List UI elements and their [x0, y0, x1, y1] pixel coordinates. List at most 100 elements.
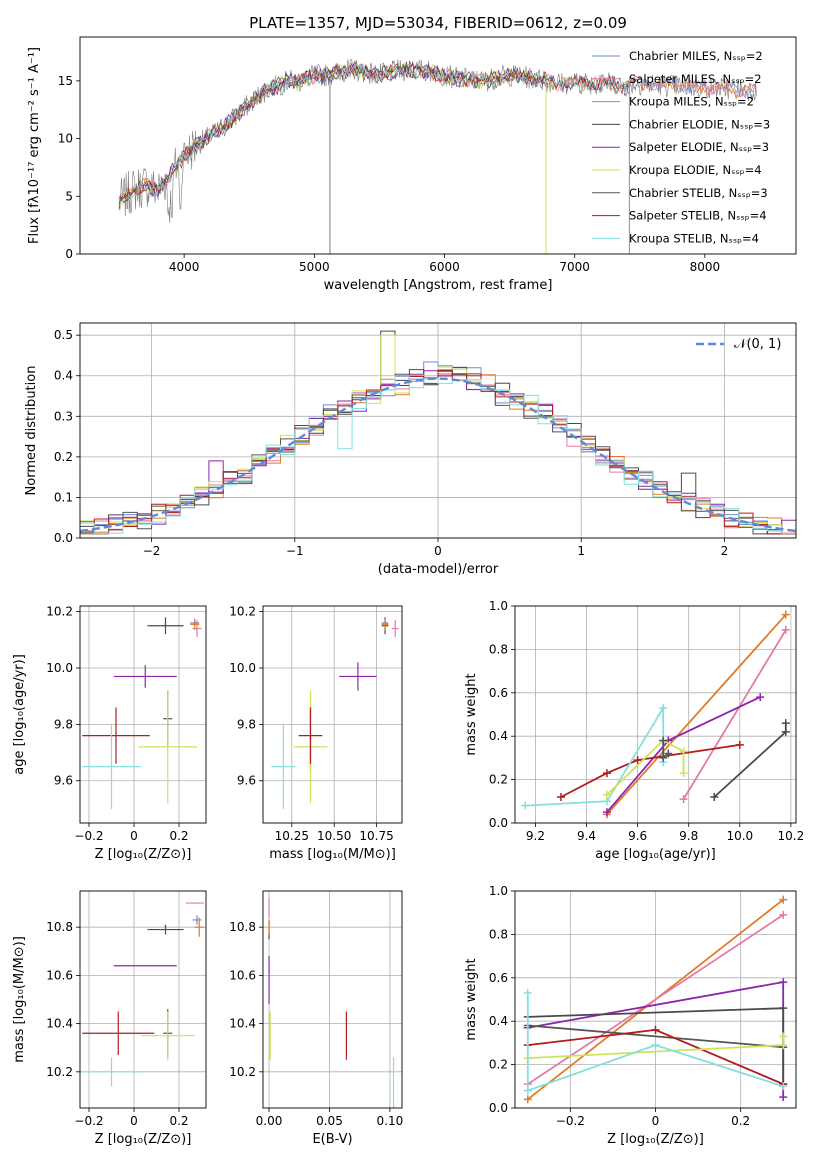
errorbar-kroupa_miles	[194, 917, 204, 937]
histogram-kroupa_stelib	[80, 375, 796, 535]
x-tick-label: −0.2	[74, 829, 103, 843]
mass-weight-marker	[779, 1082, 788, 1091]
x-tick-label: 0.2	[169, 1114, 188, 1128]
y-tick-label: 0.0	[489, 1101, 508, 1115]
mass-weight-marker	[679, 769, 688, 778]
panel-age_vs_Z: −0.2 0 0.2 9.6 9.8 10.0 10.2 Z [log₁₀(Z/Z⊙)] age…	[12, 605, 207, 862]
plot-area	[80, 330, 796, 535]
x-tick-label: 0	[130, 1114, 138, 1128]
x-tick-label: −0.2	[74, 1114, 103, 1128]
mass-weight-marker	[781, 719, 790, 728]
mass-weight-marker	[523, 1095, 532, 1104]
y-tick-label: 10.8	[46, 920, 73, 934]
plot-area	[82, 902, 204, 1087]
legend-label: Kroupa STELIB, Nₛₛₚ=4	[629, 231, 759, 245]
y-tick-label: 0.8	[489, 642, 508, 656]
errorbar-salpeter_miles	[391, 620, 399, 637]
y-tick-label: 0.6	[489, 971, 508, 985]
mass-weight-marker	[602, 808, 611, 817]
plot-area	[521, 610, 790, 819]
axes-frame	[262, 605, 403, 824]
x-axis-label: E(B-V)	[312, 1132, 352, 1147]
x-tick-label: 6000	[429, 260, 460, 274]
y-tick-label: 0.0	[489, 816, 508, 830]
errorbar-kroupa_stelib	[82, 1057, 141, 1087]
mass-weight-marker	[781, 727, 790, 736]
y-tick-label: 0.4	[489, 729, 508, 743]
panel-mass_vs_ebv: 0.00 0.05 0.10 10.2 10.4 10.6 10.8 E(B-V)	[229, 890, 404, 1147]
x-tick-label: 7000	[559, 260, 590, 274]
mass-weight-line-salpeter_miles	[682, 629, 787, 800]
mass-weight-marker	[710, 792, 719, 801]
legend-label: Chabrier STELIB, Nₛₛₚ=3	[629, 186, 768, 200]
x-axis-label: age [log₁₀(age/yr)]	[595, 847, 716, 862]
x-tick-label: −2	[143, 544, 161, 558]
errorbar-kroupa_miles	[381, 618, 389, 630]
y-tick-label: 10.0	[229, 661, 256, 675]
errorbar-kroupa_stelib	[82, 724, 141, 809]
x-tick-label: −1	[286, 544, 304, 558]
legend-label: Salpeter MILES, Nₛₛₚ=2	[629, 72, 762, 86]
mass-weight-marker	[602, 769, 611, 778]
axes-frame	[79, 605, 207, 824]
y-tick-label: 9.8	[54, 717, 73, 731]
y-tick-label: 9.6	[237, 774, 256, 788]
mass-weight-marker	[556, 792, 565, 801]
errorbar-salpeter_elodie	[113, 665, 177, 688]
y-tick-label: 10.4	[46, 1017, 73, 1031]
panel-residuals: −2 −1 0 1 2 0.0 0.1 0.2 0.3 0.4 0.5 (data-model)/er…	[24, 322, 797, 577]
legend-label: Chabrier MILES, Nₛₛₚ=2	[629, 49, 763, 63]
mass-weight-marker	[779, 1041, 788, 1050]
y-axis-label: mass [log₁₀(M/M⊙)]	[12, 936, 27, 1063]
mass-weight-marker	[521, 801, 530, 810]
mass-weight-marker	[779, 1032, 788, 1041]
y-tick-label: 10.2	[229, 605, 256, 619]
x-tick-label: 9.2	[526, 829, 545, 843]
panel-mass_weight_vs_age: 9.2 9.4 9.6 9.8 10.0 10.2 0.0 0.2 0.4 0.6 0.8 1.0 ag…	[464, 599, 804, 862]
mass-weight-line-kroupa_stelib	[525, 704, 665, 807]
x-tick-label: 0	[130, 829, 138, 843]
y-tick-label: 10.4	[229, 1017, 256, 1031]
y-tick-label: 10.2	[229, 1065, 256, 1079]
y-tick-label: 0.4	[54, 369, 73, 383]
y-axis-label: age [log₁₀(age/yr)]	[12, 654, 27, 775]
x-tick-label: 0.10	[377, 1114, 404, 1128]
x-tick-label: 10.75	[359, 829, 393, 843]
x-tick-label: 8000	[690, 260, 721, 274]
spectrum-legend: Chabrier MILES, Nₛₛₚ=2 Salpeter MILES, Nₛ…	[592, 49, 770, 245]
y-tick-label: 0.3	[54, 409, 73, 423]
mass-weight-marker	[779, 1093, 788, 1102]
x-tick-label: −0.2	[556, 1114, 585, 1128]
y-tick-label: 9.8	[237, 717, 256, 731]
mass-weight-marker	[779, 1004, 788, 1013]
y-tick-label: 5	[65, 189, 73, 203]
x-axis-label: mass [log₁₀(M/M⊙)]	[269, 847, 396, 862]
y-tick-label: 0.2	[489, 1058, 508, 1072]
panel-age_vs_mass: 10.25 10.50 10.75 9.6 9.8 10.0 10.2 mass [log₁₀…	[229, 605, 403, 862]
mass-weight-marker	[659, 703, 668, 712]
x-axis-label: wavelength [Angstrom, rest frame]	[324, 278, 553, 293]
errorbar-salpeter_stelib	[82, 1011, 155, 1055]
mass-weight-marker	[779, 978, 788, 987]
axes-frame	[514, 605, 797, 824]
mass-weight-marker	[679, 795, 688, 804]
x-tick-label: 10.0	[726, 829, 753, 843]
x-tick-label: 0.2	[731, 1114, 750, 1128]
panel-spectrum: 4000 5000 6000 7000 8000 0 5 10 15 PLATE=1357, MJ…	[27, 14, 797, 293]
spectrum-model-kroupa_miles	[118, 61, 757, 204]
x-tick-label: 1	[577, 544, 585, 558]
mass-weight-marker	[756, 693, 765, 702]
mass-weight-marker	[781, 625, 790, 634]
mass-weight-marker	[659, 736, 668, 745]
mass-weight-marker	[735, 740, 744, 749]
y-tick-label: 1.0	[489, 884, 508, 898]
mass-weight-marker	[679, 747, 688, 756]
spectrum-model-kroupa_stelib	[118, 62, 629, 204]
mass-weight-line-chabrier_stelib	[527, 1024, 784, 1049]
errorbar-salpeter_stelib	[298, 707, 323, 764]
y-tick-label: 0	[65, 247, 73, 261]
y-tick-label: 0.5	[54, 328, 73, 342]
y-tick-label: 10.2	[46, 605, 73, 619]
axes-frame	[79, 890, 207, 1109]
axes-frame	[262, 890, 403, 1109]
